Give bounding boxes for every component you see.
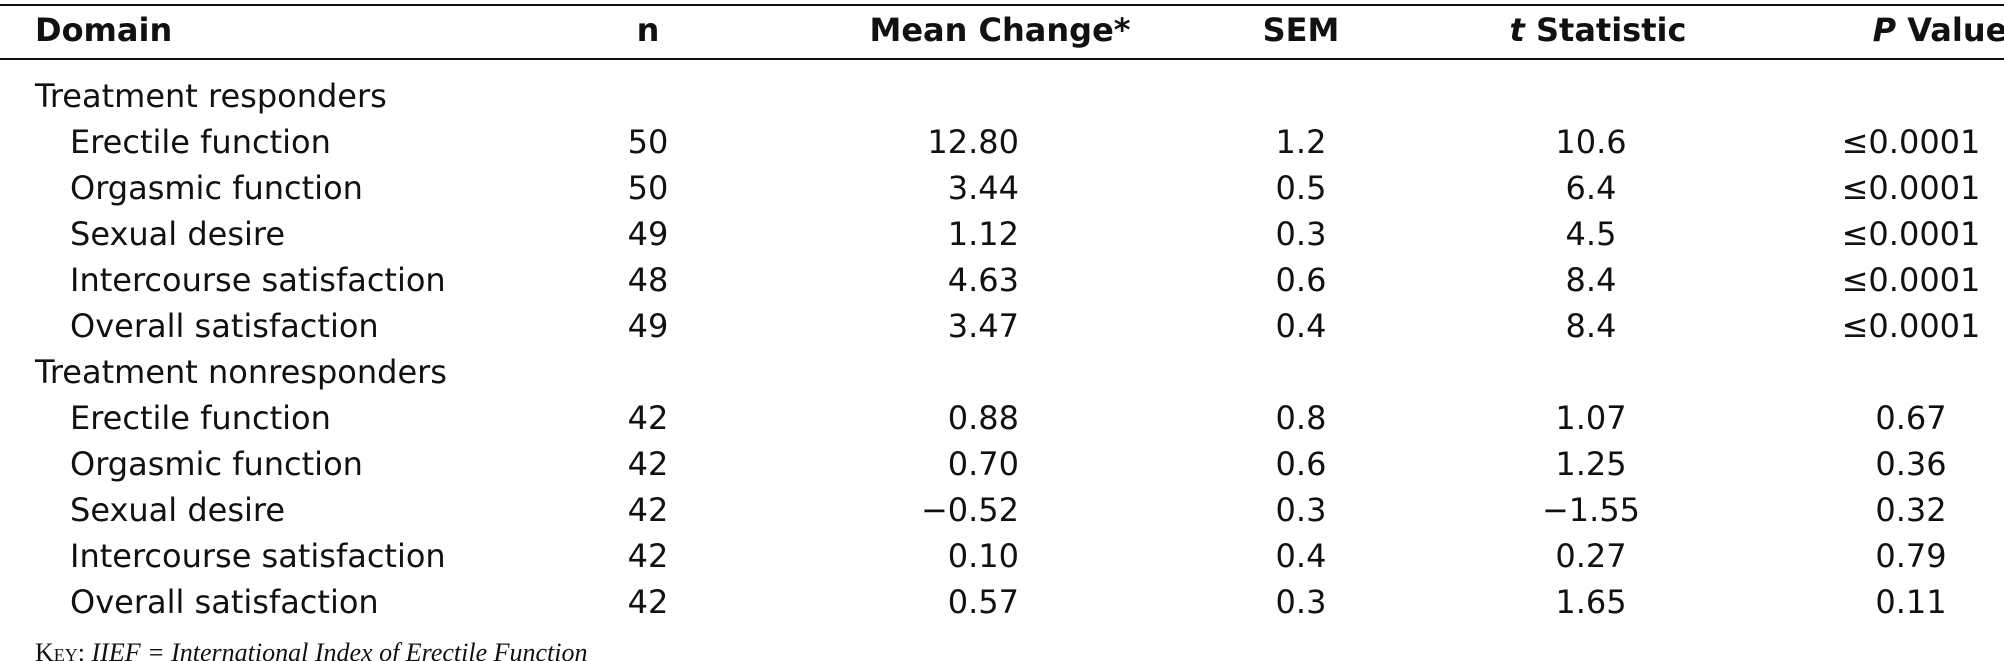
- header-text: P: [1872, 11, 1897, 49]
- header-text: Domain: [35, 11, 173, 49]
- header-text: Statistic: [1535, 11, 1687, 49]
- cell-value: 0.10: [947, 537, 1019, 575]
- cell-value: 42: [627, 399, 669, 437]
- cell-value: 50: [627, 169, 669, 207]
- header-cell: t Statistic: [1510, 10, 1687, 50]
- cell-value: 1.25: [1555, 445, 1627, 483]
- row-label: Intercourse satisfaction: [70, 261, 446, 299]
- row-label: Orgasmic function: [70, 445, 363, 483]
- header-cell: n: [637, 10, 660, 50]
- cell-value: 50: [627, 123, 669, 161]
- cell-value: ≤0.0001: [1841, 123, 1981, 161]
- cell-value: 0.32: [1875, 491, 1947, 529]
- cell-value: 0.79: [1875, 537, 1947, 575]
- section-label: Treatment responders: [35, 77, 387, 115]
- footnote-text: IIEF = International Index of Erectile F…: [91, 638, 588, 661]
- header-text: n: [636, 11, 660, 49]
- cell-value: ≤0.0001: [1841, 215, 1981, 253]
- cell-value: 12.80: [927, 123, 1019, 161]
- row-label: Sexual desire: [70, 215, 286, 253]
- header-cell: Domain: [35, 10, 172, 50]
- cell-value: 42: [627, 583, 669, 621]
- cell-value: 0.8: [1275, 399, 1327, 437]
- cell-value: 0.88: [947, 399, 1019, 437]
- cell-value: 4.63: [947, 261, 1019, 299]
- cell-value: 0.4: [1275, 537, 1327, 575]
- cell-value: 1.2: [1275, 123, 1327, 161]
- cell-value: ≤0.0001: [1841, 307, 1981, 345]
- row-label: Sexual desire: [70, 491, 286, 529]
- cell-value: 0.36: [1875, 445, 1947, 483]
- header-cell: Mean Change*: [869, 10, 1130, 50]
- cell-value: 3.47: [947, 307, 1019, 345]
- header-cell: SEM: [1263, 10, 1340, 50]
- cell-value: 42: [627, 491, 669, 529]
- row-label: Overall satisfaction: [70, 307, 379, 345]
- row-label: Orgasmic function: [70, 169, 363, 207]
- cell-value: 0.67: [1875, 399, 1947, 437]
- footnote: Key: IIEF = International Index of Erect…: [35, 638, 588, 661]
- cell-value: 0.57: [947, 583, 1019, 621]
- cell-value: 0.5: [1275, 169, 1327, 207]
- cell-value: −0.52: [920, 491, 1019, 529]
- cell-value: 0.4: [1275, 307, 1327, 345]
- cell-value: 1.12: [947, 215, 1019, 253]
- row-label: Erectile function: [70, 123, 331, 161]
- cell-value: 48: [627, 261, 669, 299]
- top-rule: [0, 4, 2004, 6]
- header-text: SEM: [1262, 11, 1340, 49]
- row-label: Erectile function: [70, 399, 331, 437]
- cell-value: 1.07: [1555, 399, 1627, 437]
- footnote-key: Key:: [35, 638, 85, 661]
- cell-value: ≤0.0001: [1841, 169, 1981, 207]
- header-text: t: [1509, 11, 1525, 49]
- header-rule: [0, 58, 2004, 60]
- cell-value: 10.6: [1555, 123, 1627, 161]
- cell-value: 0.3: [1275, 215, 1327, 253]
- header-text: Value: [1907, 11, 2004, 49]
- header-text: Mean Change*: [869, 11, 1131, 49]
- cell-value: 4.5: [1565, 215, 1617, 253]
- cell-value: 1.65: [1555, 583, 1627, 621]
- cell-value: 0.11: [1875, 583, 1947, 621]
- cell-value: 0.3: [1275, 491, 1327, 529]
- cell-value: −1.55: [1541, 491, 1641, 529]
- header-cell: P Value: [1873, 10, 2004, 50]
- cell-value: 0.6: [1275, 261, 1327, 299]
- cell-value: 42: [627, 445, 669, 483]
- cell-value: 0.70: [947, 445, 1019, 483]
- row-label: Overall satisfaction: [70, 583, 379, 621]
- cell-value: 49: [627, 307, 669, 345]
- row-label: Intercourse satisfaction: [70, 537, 446, 575]
- cell-value: 0.27: [1555, 537, 1627, 575]
- cell-value: 3.44: [947, 169, 1019, 207]
- cell-value: 49: [627, 215, 669, 253]
- cell-value: 0.6: [1275, 445, 1327, 483]
- cell-value: 8.4: [1565, 261, 1617, 299]
- cell-value: ≤0.0001: [1841, 261, 1981, 299]
- cell-value: 8.4: [1565, 307, 1617, 345]
- section-label: Treatment nonresponders: [35, 353, 447, 391]
- cell-value: 0.3: [1275, 583, 1327, 621]
- cell-value: 6.4: [1565, 169, 1617, 207]
- cell-value: 42: [627, 537, 669, 575]
